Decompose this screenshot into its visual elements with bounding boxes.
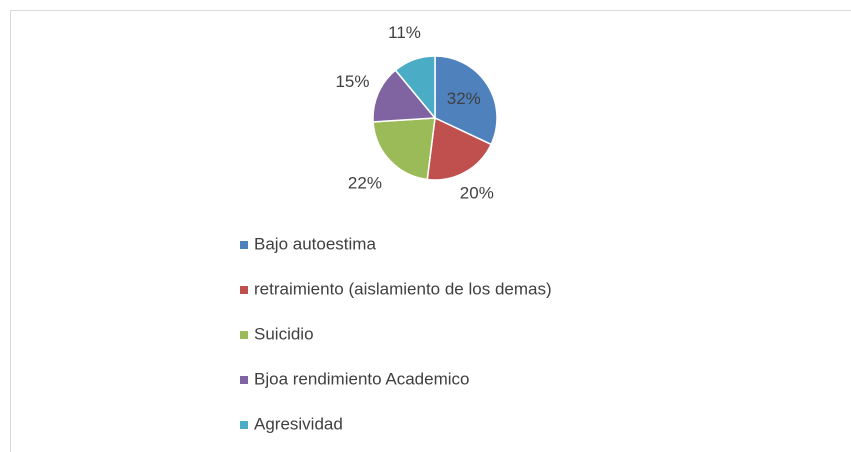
pie-slice [434, 55, 498, 146]
legend-swatch [240, 331, 248, 339]
chart-border [10, 10, 851, 452]
legend-label: Agresividad [254, 414, 343, 433]
data-label: 32% [447, 89, 481, 108]
data-label: 20% [460, 184, 494, 203]
data-label: 22% [348, 173, 382, 192]
pie-slice [372, 69, 437, 123]
legend-label: Suicidio [254, 324, 314, 343]
data-label: 15% [335, 72, 369, 91]
pie-slice [426, 116, 493, 181]
pie-slice [372, 117, 436, 181]
data-label: 11% [388, 23, 421, 42]
legend-swatch [240, 376, 248, 384]
legend-label: Bjoa rendimiento Academico [254, 369, 469, 388]
legend-label: Bajo autoestima [254, 234, 376, 253]
legend-label: retraimiento (aislamiento de los demas) [254, 279, 552, 298]
legend-swatch [240, 241, 248, 249]
legend-swatch [240, 421, 248, 429]
legend-swatch [240, 286, 248, 294]
pie-slice [394, 55, 436, 121]
